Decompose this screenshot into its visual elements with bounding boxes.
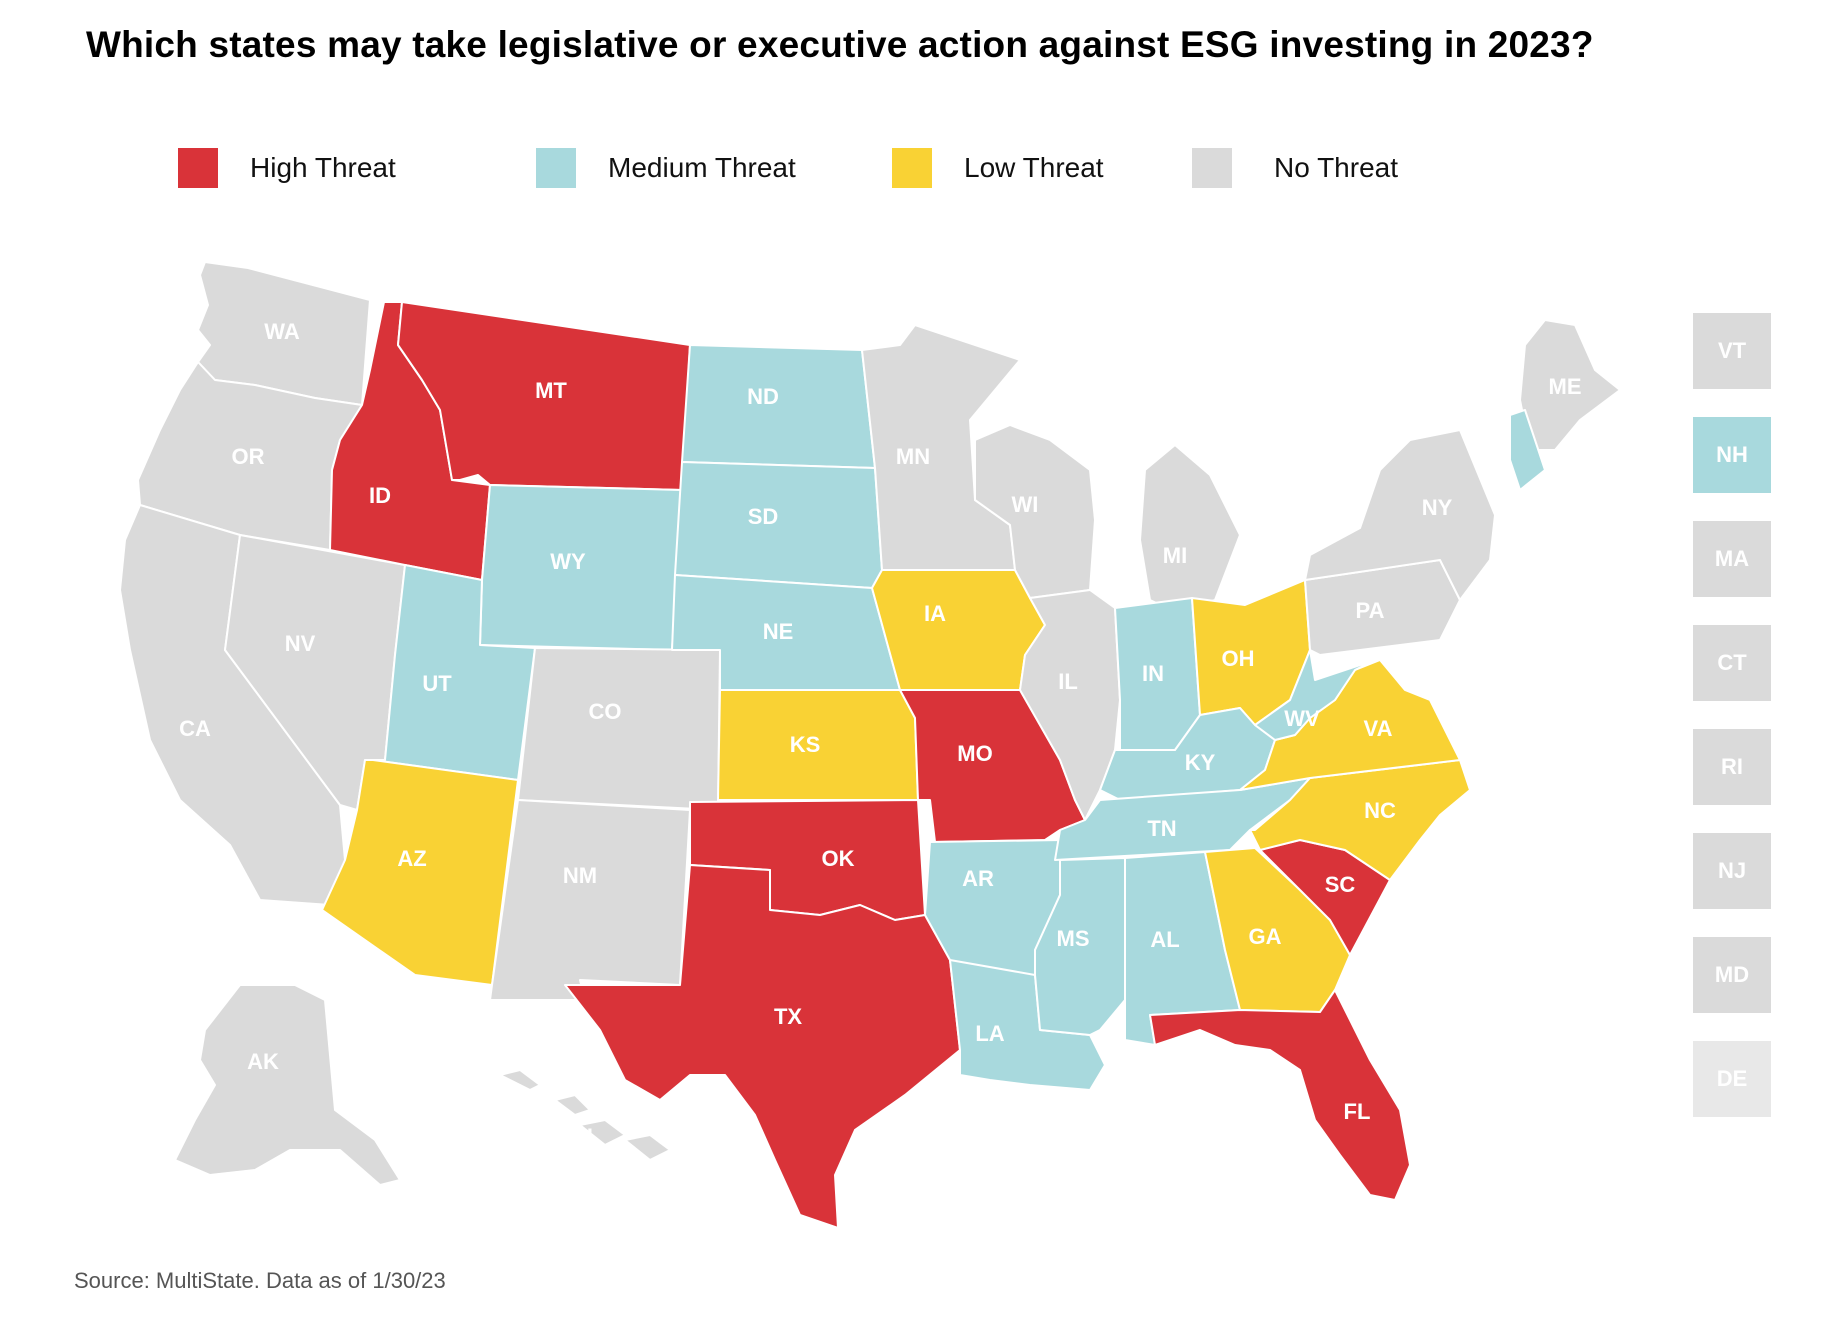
- state-label-il: IL: [1058, 669, 1078, 694]
- legend-swatch-low: [892, 148, 932, 188]
- state-nh: [1509, 409, 1546, 491]
- state-label-ny: NY: [1422, 495, 1453, 520]
- legend-label-low: Low Threat: [964, 152, 1104, 183]
- legend-swatch-high: [178, 148, 218, 188]
- state-label-ms: MS: [1057, 926, 1090, 951]
- legend-label-high: High Threat: [250, 152, 396, 183]
- state-label-mt: MT: [535, 378, 567, 403]
- side-state-de: DE: [1693, 1041, 1771, 1117]
- state-label-nm: NM: [563, 863, 597, 888]
- state-label-ut: UT: [422, 671, 452, 696]
- state-label-ak: AK: [247, 1049, 279, 1074]
- state-label-id: ID: [369, 483, 391, 508]
- state-wv: [1254, 649, 1376, 741]
- state-fl: [1149, 989, 1411, 1201]
- state-nm: [489, 799, 691, 1001]
- side-state-ri: RI: [1693, 729, 1771, 805]
- state-label-al: AL: [1150, 927, 1179, 952]
- map-title: Which states may take legislative or exe…: [86, 24, 1594, 65]
- state-label-sc: SC: [1325, 872, 1356, 897]
- state-label-mo: MO: [957, 741, 992, 766]
- state-label-ky: KY: [1185, 750, 1216, 775]
- state-label-tx: TX: [774, 1004, 802, 1029]
- state-label-ia: IA: [924, 601, 946, 626]
- side-state-ct: CT: [1693, 625, 1771, 701]
- state-label-wy: WY: [550, 549, 586, 574]
- state-ia: [871, 569, 1046, 691]
- state-label-mn: MN: [896, 444, 930, 469]
- state-label-ok: OK: [822, 846, 855, 871]
- side-state-nj: NJ: [1693, 833, 1771, 909]
- state-label-fl: FL: [1344, 1099, 1371, 1124]
- side-state-md: MD: [1693, 937, 1771, 1013]
- state-label-pa: PA: [1356, 598, 1385, 623]
- state-label-me: ME: [1549, 374, 1582, 399]
- state-label-ne: NE: [763, 619, 794, 644]
- state-label-or: OR: [232, 444, 265, 469]
- state-label-wi: WI: [1012, 492, 1039, 517]
- state-label-in: IN: [1142, 661, 1164, 686]
- state-hi: [499, 1069, 671, 1161]
- state-ny: [1304, 429, 1496, 601]
- state-label-tn: TN: [1147, 816, 1176, 841]
- state-label-nd: ND: [747, 384, 779, 409]
- state-sd: [674, 461, 883, 589]
- state-label-ca: CA: [179, 716, 211, 741]
- state-az: [321, 759, 519, 986]
- state-label-az: AZ: [397, 846, 426, 871]
- source-note: Source: MultiState. Data as of 1/30/23: [74, 1268, 446, 1293]
- state-label-hi: HI: [571, 1124, 593, 1149]
- state-label-nv: NV: [285, 631, 316, 656]
- side-state-ma: MA: [1693, 521, 1771, 597]
- state-label-la: LA: [975, 1021, 1004, 1046]
- state-label-ga: GA: [1249, 924, 1282, 949]
- legend-swatch-none: [1192, 148, 1232, 188]
- state-ak: [174, 984, 401, 1186]
- state-tx: [564, 864, 961, 1229]
- side-state-nh: NH: [1693, 417, 1771, 493]
- state-label-sd: SD: [748, 504, 779, 529]
- state-ga: [1204, 847, 1351, 1013]
- side-state-vt: VT: [1693, 313, 1771, 389]
- state-label-ks: KS: [790, 732, 821, 757]
- state-label-ar: AR: [962, 866, 994, 891]
- state-label-nc: NC: [1364, 798, 1396, 823]
- state-label-va: VA: [1364, 716, 1393, 741]
- state-label-wv: WV: [1284, 706, 1320, 731]
- legend-swatch-medium: [536, 148, 576, 188]
- state-label-co: CO: [589, 699, 622, 724]
- state-label-mi: MI: [1163, 543, 1187, 568]
- legend: High Threat Medium Threat Low Threat No …: [178, 148, 1478, 192]
- state-mi: [1139, 444, 1241, 613]
- state-label-wa: WA: [264, 319, 300, 344]
- state-label-oh: OH: [1222, 646, 1255, 671]
- state-co: [517, 647, 721, 811]
- legend-label-medium: Medium Threat: [608, 152, 796, 183]
- legend-label-none: No Threat: [1274, 152, 1398, 183]
